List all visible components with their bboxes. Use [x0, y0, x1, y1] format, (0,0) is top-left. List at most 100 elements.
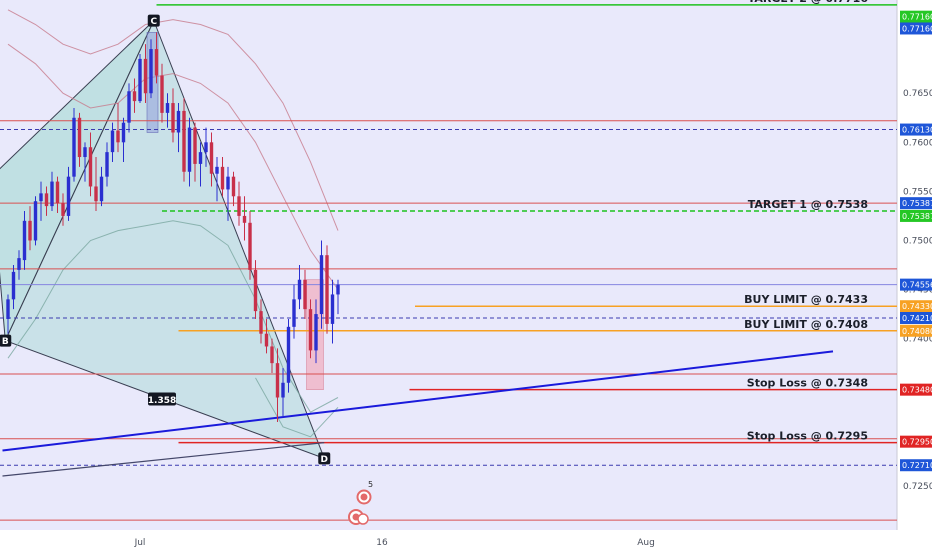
price-tag-label: 0.74556: [902, 281, 932, 290]
candle-body[interactable]: [55, 181, 60, 204]
event-marker-1[interactable]: [356, 489, 372, 505]
price-tag: [900, 312, 932, 324]
candle-body[interactable]: [105, 152, 109, 177]
price-tag-label: 0.74080: [902, 327, 932, 336]
candle-body[interactable]: [176, 110, 181, 133]
candle-body[interactable]: [17, 258, 21, 270]
candle-body[interactable]: [61, 203, 65, 216]
level-label: TARGET 2 @ 0.7716: [748, 0, 869, 5]
candle-body[interactable]: [226, 176, 230, 190]
candle-body[interactable]: [187, 127, 192, 172]
candle-body[interactable]: [50, 181, 54, 207]
candle-body[interactable]: [33, 201, 38, 241]
pattern-point-label: D: [321, 455, 328, 465]
candle-body[interactable]: [330, 294, 335, 324]
candle-body[interactable]: [171, 103, 175, 133]
candle-body[interactable]: [138, 58, 142, 102]
candle-body[interactable]: [270, 346, 274, 364]
candle-body[interactable]: [6, 299, 10, 319]
pattern-point-d-badge[interactable]: [318, 452, 331, 465]
candle-body[interactable]: [297, 279, 302, 300]
price-axis[interactable]: [897, 0, 932, 550]
candle-body[interactable]: [143, 58, 148, 94]
candle-body[interactable]: [314, 314, 318, 351]
candle-body[interactable]: [336, 284, 340, 295]
candle-body[interactable]: [66, 176, 71, 216]
candle-body[interactable]: [149, 49, 153, 94]
price-tag-label: 0.76130: [902, 126, 932, 135]
candle-body[interactable]: [204, 142, 208, 153]
candle-body[interactable]: [231, 176, 236, 197]
candle-body[interactable]: [182, 110, 186, 172]
level-label: TARGET 1 @ 0.7538: [748, 198, 868, 211]
candle-body[interactable]: [39, 193, 43, 202]
pattern-point-c-badge[interactable]: [147, 14, 160, 27]
candle-body[interactable]: [242, 215, 247, 223]
candle-body[interactable]: [44, 193, 49, 207]
candle-body[interactable]: [253, 269, 258, 312]
candle-body[interactable]: [264, 333, 269, 347]
candle-body[interactable]: [220, 166, 225, 190]
trendline[interactable]: [2, 350, 834, 452]
candle-body[interactable]: [308, 309, 313, 351]
pattern-point-label: B: [2, 337, 9, 347]
price-tag-label: 0.74210: [902, 314, 932, 323]
time-axis[interactable]: [0, 530, 897, 550]
pattern-point-label: C: [150, 17, 157, 27]
level-label: BUY LIMIT @ 0.7408: [744, 318, 868, 331]
candle-body[interactable]: [116, 130, 120, 143]
candle-body[interactable]: [11, 271, 16, 300]
level-label: BUY LIMIT @ 0.7433: [744, 293, 868, 306]
candle-body[interactable]: [83, 147, 87, 158]
event-marker-2[interactable]: 5: [348, 480, 373, 525]
candle-body[interactable]: [127, 91, 131, 123]
candle-body[interactable]: [237, 196, 241, 216]
target-price-tag: [900, 209, 932, 222]
candle-body[interactable]: [154, 49, 159, 76]
candle-body[interactable]: [77, 117, 82, 158]
candle-body[interactable]: [325, 255, 329, 324]
target-price-tag-label: 0.77160: [902, 13, 932, 22]
candle-body[interactable]: [248, 222, 252, 270]
candle-body[interactable]: [209, 142, 214, 174]
candle-body[interactable]: [121, 122, 126, 143]
candle-body[interactable]: [22, 220, 27, 261]
candle-body[interactable]: [259, 311, 263, 334]
candle-body[interactable]: [198, 152, 203, 164]
candle-body[interactable]: [215, 166, 219, 174]
trendline[interactable]: [2, 442, 325, 477]
candle-body[interactable]: [72, 117, 76, 177]
candle-body[interactable]: [292, 299, 296, 327]
candle-body[interactable]: [165, 103, 170, 113]
candle-body[interactable]: [303, 279, 307, 310]
price-tag-label: 0.74330: [902, 302, 932, 311]
candle-body[interactable]: [193, 127, 197, 164]
price-tag: [900, 197, 932, 210]
price-tag: [900, 435, 932, 448]
candle-body[interactable]: [160, 75, 164, 113]
candle-body[interactable]: [132, 91, 137, 102]
candle-body[interactable]: [99, 176, 104, 202]
candle-body[interactable]: [275, 363, 280, 398]
candle-body[interactable]: [94, 186, 98, 202]
event-dot-icon: [360, 493, 368, 501]
candle-body[interactable]: [88, 147, 93, 187]
event-circle-icon: [357, 513, 369, 525]
price-tag-label: 0.77160: [902, 24, 932, 33]
pattern-point-b-badge[interactable]: [0, 334, 12, 347]
target-price-tag: [900, 10, 932, 23]
candle-body[interactable]: [286, 326, 291, 383]
level-label: Stop Loss @ 0.7295: [747, 430, 868, 443]
band-line-outer-upper: [7, 9, 339, 231]
candle-body[interactable]: [110, 130, 115, 153]
candle-body[interactable]: [281, 382, 285, 398]
fib-ratio-label: 1.358: [148, 396, 176, 406]
candle-body[interactable]: [319, 255, 324, 315]
candle-body[interactable]: [28, 220, 32, 241]
